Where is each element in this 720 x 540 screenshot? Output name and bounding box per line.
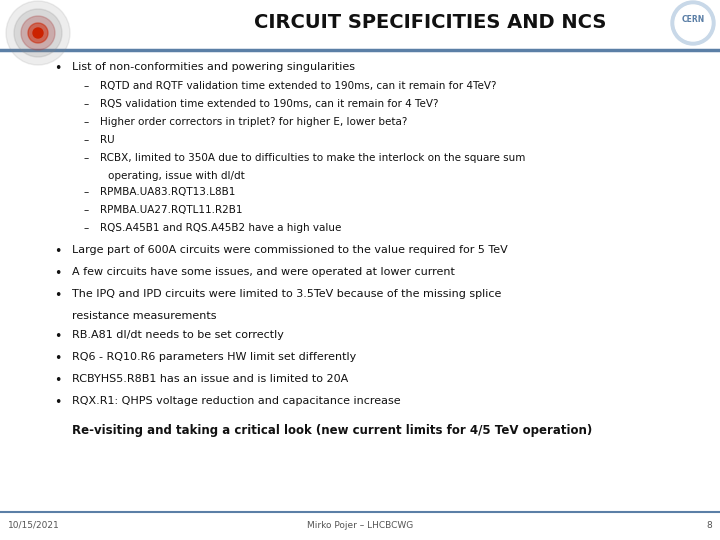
Text: operating, issue with dI/dt: operating, issue with dI/dt <box>108 171 245 181</box>
Text: RPMBA.UA83.RQT13.L8B1: RPMBA.UA83.RQT13.L8B1 <box>100 187 235 197</box>
Text: •: • <box>54 267 62 280</box>
Text: –: – <box>84 99 89 109</box>
Text: –: – <box>84 223 89 233</box>
Text: Higher order correctors in triplet? for higher E, lower beta?: Higher order correctors in triplet? for … <box>100 117 408 127</box>
Text: •: • <box>54 289 62 302</box>
Text: RPMBA.UA27.RQTL11.R2B1: RPMBA.UA27.RQTL11.R2B1 <box>100 205 243 215</box>
Text: •: • <box>54 396 62 409</box>
Text: Large part of 600A circuits were commissioned to the value required for 5 TeV: Large part of 600A circuits were commiss… <box>72 245 508 255</box>
Circle shape <box>33 28 43 38</box>
Text: –: – <box>84 117 89 127</box>
Circle shape <box>14 9 62 57</box>
Text: RQX.R1: QHPS voltage reduction and capacitance increase: RQX.R1: QHPS voltage reduction and capac… <box>72 396 400 406</box>
Text: A few circuits have some issues, and were operated at lower current: A few circuits have some issues, and wer… <box>72 267 455 277</box>
Text: CERN: CERN <box>681 15 705 24</box>
Text: RCBYHS5.R8B1 has an issue and is limited to 20A: RCBYHS5.R8B1 has an issue and is limited… <box>72 374 348 383</box>
Text: –: – <box>84 153 89 163</box>
Text: •: • <box>54 374 62 387</box>
Text: 8: 8 <box>706 521 712 530</box>
Circle shape <box>671 1 715 45</box>
Text: –: – <box>84 80 89 91</box>
Circle shape <box>28 23 48 43</box>
Circle shape <box>675 5 711 41</box>
Text: The IPQ and IPD circuits were limited to 3.5TeV because of the missing splice: The IPQ and IPD circuits were limited to… <box>72 289 501 299</box>
Text: RQ6 - RQ10.R6 parameters HW limit set differently: RQ6 - RQ10.R6 parameters HW limit set di… <box>72 352 356 362</box>
Circle shape <box>6 1 70 65</box>
Text: –: – <box>84 205 89 215</box>
Text: Re-visiting and taking a critical look (new current limits for 4/5 TeV operation: Re-visiting and taking a critical look (… <box>72 423 593 437</box>
Text: RCBX, limited to 350A due to difficulties to make the interlock on the square su: RCBX, limited to 350A due to difficultie… <box>100 153 526 163</box>
Circle shape <box>21 16 55 50</box>
Text: Mirko Pojer – LHCBCWG: Mirko Pojer – LHCBCWG <box>307 521 413 530</box>
Text: RU: RU <box>100 134 114 145</box>
Text: •: • <box>54 245 62 258</box>
Text: RQS.A45B1 and RQS.A45B2 have a high value: RQS.A45B1 and RQS.A45B2 have a high valu… <box>100 223 341 233</box>
Text: •: • <box>54 329 62 342</box>
Text: List of non-conformities and powering singularities: List of non-conformities and powering si… <box>72 62 355 72</box>
Text: CIRCUIT SPECIFICITIES AND NCS: CIRCUIT SPECIFICITIES AND NCS <box>254 14 606 32</box>
Text: –: – <box>84 187 89 197</box>
Text: RB.A81 dI/dt needs to be set correctly: RB.A81 dI/dt needs to be set correctly <box>72 329 284 340</box>
Text: RQS validation time extended to 190ms, can it remain for 4 TeV?: RQS validation time extended to 190ms, c… <box>100 99 438 109</box>
Text: RQTD and RQTF validation time extended to 190ms, can it remain for 4TeV?: RQTD and RQTF validation time extended t… <box>100 80 497 91</box>
Text: 10/15/2021: 10/15/2021 <box>8 521 60 530</box>
Text: •: • <box>54 352 62 365</box>
Text: resistance measurements: resistance measurements <box>72 311 217 321</box>
Text: –: – <box>84 134 89 145</box>
Text: •: • <box>54 62 62 75</box>
